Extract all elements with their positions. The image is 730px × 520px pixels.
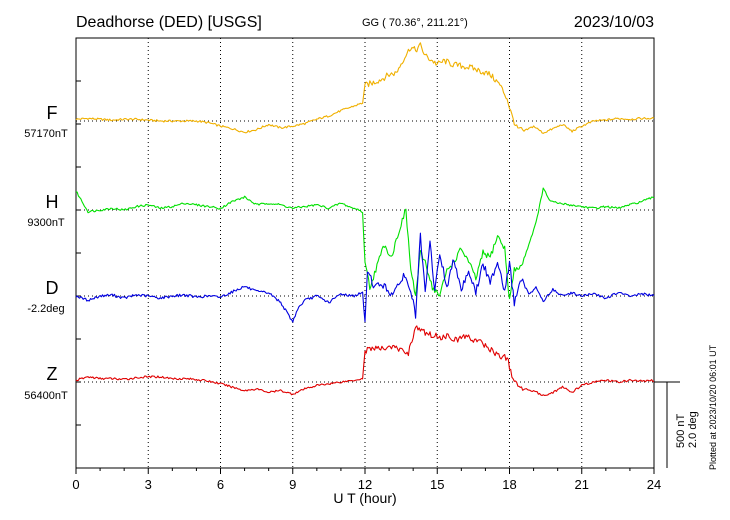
series-Z-baseline: 56400nT <box>24 390 68 402</box>
x-tick-label: 24 <box>647 477 661 492</box>
x-tick-label: 0 <box>72 477 79 492</box>
series-D-baseline: -2.2deg <box>27 303 64 315</box>
series-H-line <box>75 187 655 300</box>
coords-label: GG ( 70.36°, 211.21°) <box>362 17 468 29</box>
x-tick-label: 6 <box>217 477 224 492</box>
x-tick-label: 15 <box>430 477 444 492</box>
series-F-line <box>75 42 655 134</box>
series-D-name: D <box>46 278 59 298</box>
date-label: 2023/10/03 <box>574 14 654 31</box>
x-tick-label: 9 <box>289 477 296 492</box>
series-group <box>75 42 655 397</box>
grid <box>76 38 654 468</box>
series-Z-line <box>75 325 655 397</box>
series-H-baseline: 9300nT <box>27 217 65 229</box>
x-tick-label: 18 <box>502 477 516 492</box>
x-axis: 0 3 6 9 12 15 18 21 24 <box>72 468 661 492</box>
scale-bar: 500 nT 2.0 deg <box>654 381 699 468</box>
series-D-line <box>75 232 655 323</box>
series-Z-name: Z <box>47 364 58 384</box>
x-tick-label: 21 <box>575 477 589 492</box>
scale-nt-label: 500 nT <box>675 413 687 448</box>
series-H-name: H <box>46 192 59 212</box>
series-F-baseline: 57170nT <box>24 128 68 140</box>
station-title: Deadhorse (DED) [USGS] <box>76 14 262 31</box>
x-axis-label: U T (hour) <box>333 490 396 506</box>
scale-deg-label: 2.0 deg <box>687 411 699 448</box>
series-labels: F 57170nT H 9300nT D -2.2deg Z 56400nT <box>24 103 68 402</box>
plotted-timestamp: Plotted at 2023/10/20 06:01 UT <box>708 344 718 470</box>
x-tick-label: 12 <box>358 477 372 492</box>
x-tick-label: 3 <box>145 477 152 492</box>
series-F-name: F <box>47 103 58 123</box>
